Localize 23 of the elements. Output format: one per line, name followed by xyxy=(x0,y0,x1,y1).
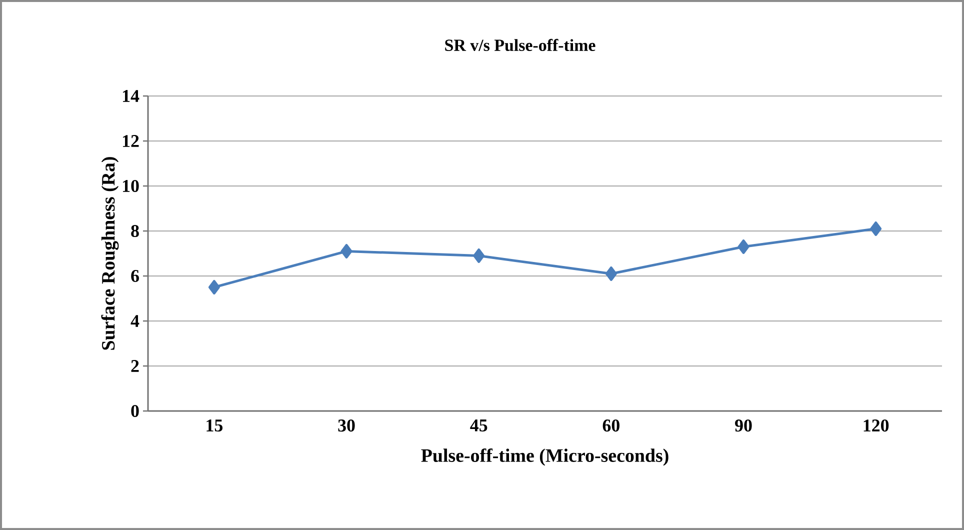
x-tick-label: 60 xyxy=(602,420,620,432)
chart-title: SR v/s Pulse-off-time xyxy=(445,38,596,52)
y-tick-label: 6 xyxy=(131,270,139,282)
y-tick-label: 0 xyxy=(131,404,139,418)
y-axis-title: Surface Roughness (Ra) xyxy=(101,157,119,350)
point xyxy=(208,280,220,294)
point xyxy=(605,266,617,281)
x-axis-title: Pulse-off-time (Micro-seconds) xyxy=(421,448,668,466)
y-tick-label: 12 xyxy=(122,135,139,147)
x-tick-label: 120 xyxy=(864,420,889,432)
point xyxy=(738,239,750,254)
point xyxy=(870,221,882,236)
y-tick-label: 2 xyxy=(131,360,139,372)
y-tick-label: 4 xyxy=(130,315,140,327)
y-tick-label: 14 xyxy=(122,90,140,102)
point xyxy=(473,248,485,263)
x-tick-label: 30 xyxy=(338,420,355,432)
x-tick-label: 15 xyxy=(206,420,222,432)
x-tick-label: 90 xyxy=(735,420,752,432)
point xyxy=(340,244,352,258)
x-tick-label: 45 xyxy=(470,419,488,432)
y-tick-label: 10 xyxy=(122,180,139,192)
y-tick-label: 8 xyxy=(131,224,139,238)
